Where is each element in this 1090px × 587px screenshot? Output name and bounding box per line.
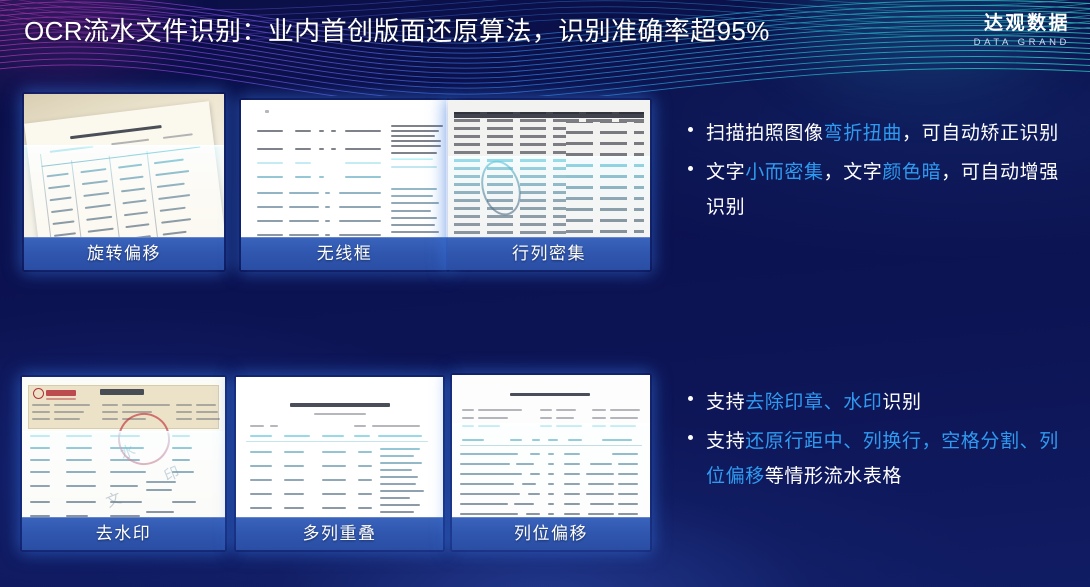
brand-logo: 达观数据 DATA GRAND xyxy=(974,12,1070,50)
bullet-seg: 识别 xyxy=(882,392,922,413)
bullet-seg: ，可自动矫正识别 xyxy=(902,123,1059,144)
bullet-seg-highlight: 颜色暗 xyxy=(882,162,942,183)
bullet-seg: 文字 xyxy=(706,162,746,183)
brand-logo-cn: 达观数据 xyxy=(983,13,1070,34)
page-title: OCR流水文件识别：业内首创版面还原算法，识别准确率超95% xyxy=(24,16,770,46)
card-caption-4: 去水印 xyxy=(22,517,225,550)
bullet-seg: 支持 xyxy=(706,431,746,452)
bullet-group-bottom: 支持去除印章、水印识别 支持还原行距中、列换行，空格分割、列位偏移等情形流水表格 xyxy=(684,385,1076,498)
bullet-seg-highlight: 弯折扭曲 xyxy=(823,123,903,144)
sample-card-coloffset[interactable]: 列位偏移 xyxy=(452,375,650,550)
bullet-seg: 扫描拍照图像 xyxy=(706,123,824,144)
bullet-seg: ，文字 xyxy=(823,162,883,183)
bullet-seg: 支持 xyxy=(706,392,746,413)
card-caption-5: 多列重叠 xyxy=(236,517,443,550)
sample-card-multicolumn[interactable]: 多列重叠 xyxy=(236,377,443,550)
bullet-seg-highlight: 小而密集 xyxy=(745,162,824,183)
card-caption-6: 列位偏移 xyxy=(452,517,650,550)
bullet-seg-highlight: 去除印章、水印 xyxy=(745,392,883,413)
bullet-item: 支持还原行距中、列换行，空格分割、列位偏移等情形流水表格 xyxy=(684,424,1076,494)
watermark-text-6: 文 xyxy=(104,490,125,512)
brand-logo-en: DATA GRAND xyxy=(973,37,1070,48)
card-caption-3: 行列密集 xyxy=(448,237,650,270)
sample-card-watermark[interactable]: 水 印 文 去水印 xyxy=(22,377,225,550)
card-caption-2: 无线框 xyxy=(241,237,448,270)
sample-card-dense[interactable]: 行列密集 xyxy=(448,100,650,270)
bullet-seg: ，可自动增强识别 xyxy=(706,162,1059,218)
bullet-text-1: 扫描拍照图像弯折扭曲，可自动矫正识别 xyxy=(706,116,1076,151)
bullet-group-top: 扫描拍照图像弯折扭曲，可自动矫正识别 文字小而密集，文字颜色暗，可自动增强识别 xyxy=(684,116,1076,229)
bullet-seg-highlight: 还原行距中、列换行，空格分割、列位偏移 xyxy=(706,431,1059,487)
bullet-seg: 等情形流水表格 xyxy=(764,466,903,487)
sample-card-borderless[interactable]: 无线框 xyxy=(241,100,448,270)
sample-card-rotated[interactable]: 旋转偏移 xyxy=(24,94,224,270)
bullet-item: 扫描拍照图像弯折扭曲，可自动矫正识别 xyxy=(684,116,1076,151)
card-caption-1: 旋转偏移 xyxy=(24,237,224,270)
bullet-item: 支持去除印章、水印识别 xyxy=(684,385,1076,420)
bullet-item: 文字小而密集，文字颜色暗，可自动增强识别 xyxy=(684,155,1076,225)
bullet-text-3: 支持去除印章、水印识别 xyxy=(706,385,1076,420)
bullet-text-2: 文字小而密集，文字颜色暗，可自动增强识别 xyxy=(706,155,1076,225)
bullet-text-4: 支持还原行距中、列换行，空格分割、列位偏移等情形流水表格 xyxy=(706,424,1076,494)
